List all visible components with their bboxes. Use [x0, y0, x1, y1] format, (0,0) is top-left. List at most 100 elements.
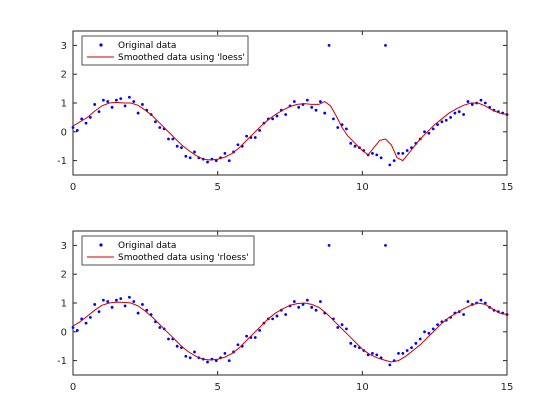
data-point: [158, 126, 162, 129]
data-point: [253, 336, 257, 339]
data-point: [449, 116, 452, 119]
data-point: [193, 350, 196, 354]
data-point: [423, 130, 426, 134]
data-point: [236, 343, 240, 347]
data-point: [88, 316, 92, 319]
y-tick-label: 3: [61, 241, 67, 252]
data-point: [97, 110, 101, 114]
data-point: [284, 313, 288, 316]
x-tick-label: 5: [214, 182, 220, 193]
data-point: [414, 341, 418, 345]
data-point: [310, 305, 314, 309]
data-point: [145, 308, 149, 312]
data-point: [71, 326, 75, 329]
data-point: [462, 113, 465, 116]
smoothed-line: [72, 301, 508, 363]
data-point: [410, 346, 413, 350]
data-point: [193, 150, 196, 154]
legend-box: [81, 35, 249, 66]
data-point: [119, 97, 123, 101]
y-tick-label: -1: [57, 156, 67, 167]
data-point: [119, 297, 123, 301]
legend: Original data Smoothed data using 'loess…: [81, 35, 249, 66]
data-point: [327, 244, 331, 247]
data-point: [401, 152, 405, 155]
x-tick-label: 10: [356, 382, 369, 393]
data-point: [340, 323, 344, 326]
data-point: [479, 298, 483, 302]
data-point: [188, 356, 192, 360]
data-point: [349, 141, 353, 145]
data-point: [297, 105, 301, 109]
data-point: [397, 152, 400, 155]
data-point: [444, 118, 448, 122]
data-point: [75, 328, 79, 332]
data-point: [297, 305, 301, 309]
data-point: [84, 121, 88, 125]
data-point: [236, 143, 240, 147]
data-point: [431, 127, 435, 131]
x-tick-label: 0: [70, 382, 76, 393]
data-point: [184, 154, 188, 158]
data-point: [384, 244, 387, 247]
y-tick-label: 0: [61, 327, 67, 338]
data-point: [184, 354, 188, 358]
data-point: [141, 303, 144, 306]
data-point: [206, 360, 209, 364]
data-point: [80, 117, 84, 121]
data-point: [206, 160, 209, 164]
data-point: [427, 131, 431, 135]
data-point: [405, 349, 409, 352]
data-point: [115, 98, 118, 102]
data-point: [71, 126, 75, 129]
legend-label-smoothed: Smoothed data using 'loess': [118, 53, 245, 63]
data-point: [318, 100, 322, 103]
legend-marker-points: [99, 43, 103, 47]
data-point: [158, 326, 162, 329]
x-tick-label: 15: [501, 182, 514, 193]
legend-label-original: Original data: [118, 241, 176, 251]
data-point: [353, 144, 357, 148]
data-point: [227, 159, 231, 163]
data-point: [384, 44, 387, 47]
x-tick-label: 15: [501, 382, 514, 393]
data-point: [483, 101, 487, 105]
data-point: [375, 353, 379, 357]
y-tick-label: -1: [57, 356, 67, 367]
data-point: [188, 156, 192, 160]
tick-group: 0 5 10 15 -1 0 1 2 3: [57, 31, 513, 193]
data-point: [128, 295, 131, 299]
data-point: [171, 137, 175, 141]
data-point: [175, 144, 179, 148]
data-point: [175, 344, 179, 348]
data-point: [132, 100, 136, 103]
data-point: [305, 298, 309, 302]
legend-label-original: Original data: [118, 41, 176, 51]
legend-marker-points: [99, 243, 103, 247]
data-point: [371, 352, 374, 355]
y-tick-label: 3: [61, 41, 67, 52]
data-point: [292, 100, 296, 103]
y-tick-label: 2: [61, 270, 67, 281]
data-point: [314, 308, 318, 312]
data-point: [275, 114, 279, 118]
data-point: [245, 134, 249, 138]
data-point: [345, 127, 348, 131]
tick-group: 0 5 10 15 -1 0 1 2 3: [57, 231, 513, 393]
y-tick-label: 2: [61, 70, 67, 81]
data-point: [284, 113, 288, 116]
data-point: [332, 117, 335, 121]
data-point: [405, 149, 409, 152]
axes-bottom-rloess: 0 5 10 15 -1 0 1 2 3 Original data Smoothed data…: [57, 230, 513, 393]
data-point: [436, 123, 439, 126]
data-point: [427, 331, 431, 335]
legend-box: [81, 235, 255, 266]
x-tick-label: 0: [70, 182, 76, 193]
series-layer: [71, 44, 509, 167]
series-layer: [71, 244, 509, 367]
data-point: [375, 153, 379, 157]
data-point: [110, 305, 114, 309]
data-point: [253, 136, 257, 139]
y-tick-label: 0: [61, 127, 67, 138]
data-point: [123, 304, 127, 308]
